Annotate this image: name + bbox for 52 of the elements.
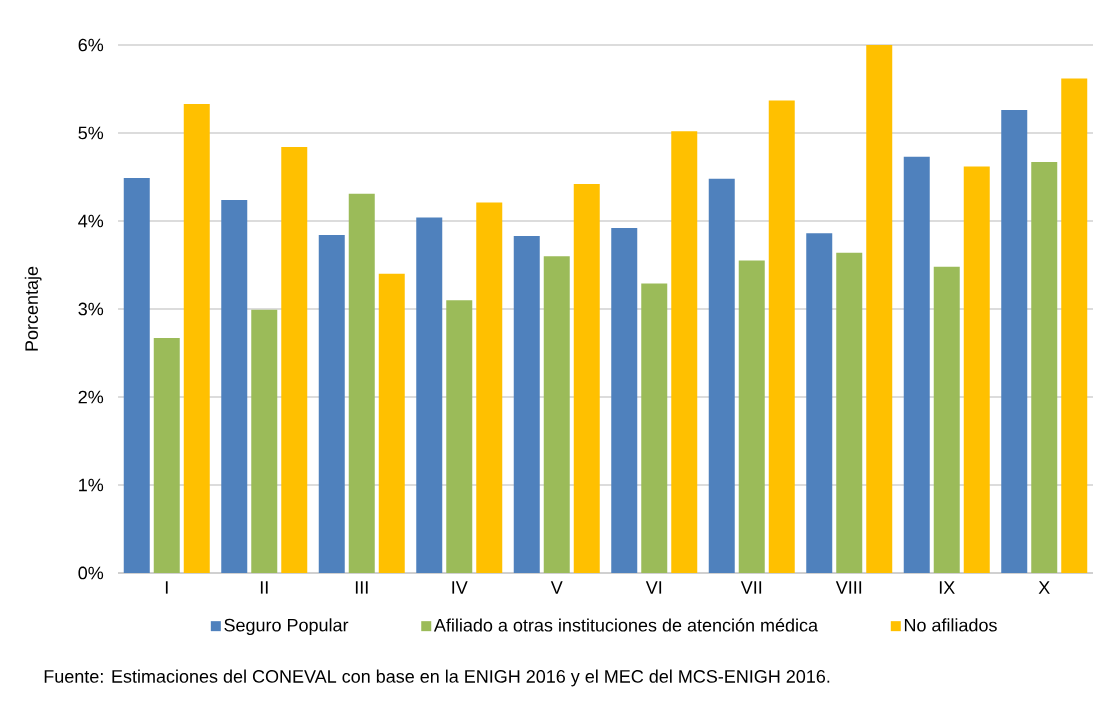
x-tick-label: IX [939,581,955,594]
bar [768,100,795,573]
bar [671,131,698,573]
x-tick-label: III [355,581,368,594]
y-tick-label: 0% [78,566,104,580]
bar [153,338,180,573]
x-tick-label: V [550,581,563,594]
bar [641,283,668,573]
x-tick-label: VI [645,581,662,594]
bar [318,235,345,573]
bar [1031,162,1058,573]
bar [708,178,735,573]
bar [378,273,405,573]
bar [251,309,278,573]
bar [123,177,150,573]
x-tick-label: VIII [835,581,862,594]
bar [738,260,765,573]
source-note: Fuente: Estimaciones del CONEVAL con base en la ENIGH 2016 y el MEC del MCS-ENIGH 2016. [44,669,830,687]
bar [183,103,210,573]
bar [281,147,308,573]
bar [348,193,375,573]
x-tick-label: I [165,581,168,594]
bar [543,256,570,573]
y-tick-label: 2% [78,390,104,404]
bar [866,45,893,573]
bar [836,252,863,573]
bar [963,166,990,573]
bar [573,184,600,573]
y-tick-label: 1% [79,478,104,492]
bar [446,300,473,573]
legend-label: No afiliados [904,618,997,632]
x-tick-label: IV [452,581,468,594]
bar [1001,110,1028,573]
bar [1061,78,1088,573]
x-tick-label: VII [740,581,762,594]
legend-label: Afiliado a otras instituciones de atención médica [433,618,819,632]
y-tick-label: 3% [78,302,104,316]
bar [513,235,540,573]
bar [903,156,930,573]
bar [611,228,638,573]
y-tick-label: 6% [78,38,104,52]
y-tick-label: 5% [78,126,104,140]
bar [416,217,443,573]
x-tick-label: II [260,581,268,594]
y-tick-label: 4% [78,214,104,228]
x-tick-label: X [1038,581,1050,594]
bar [221,199,248,573]
bar [476,202,503,573]
legend-label: Seguro Popular [224,618,349,636]
bar [806,233,833,573]
bar [933,266,960,573]
y-axis-title: Porcentaje [24,266,42,351]
